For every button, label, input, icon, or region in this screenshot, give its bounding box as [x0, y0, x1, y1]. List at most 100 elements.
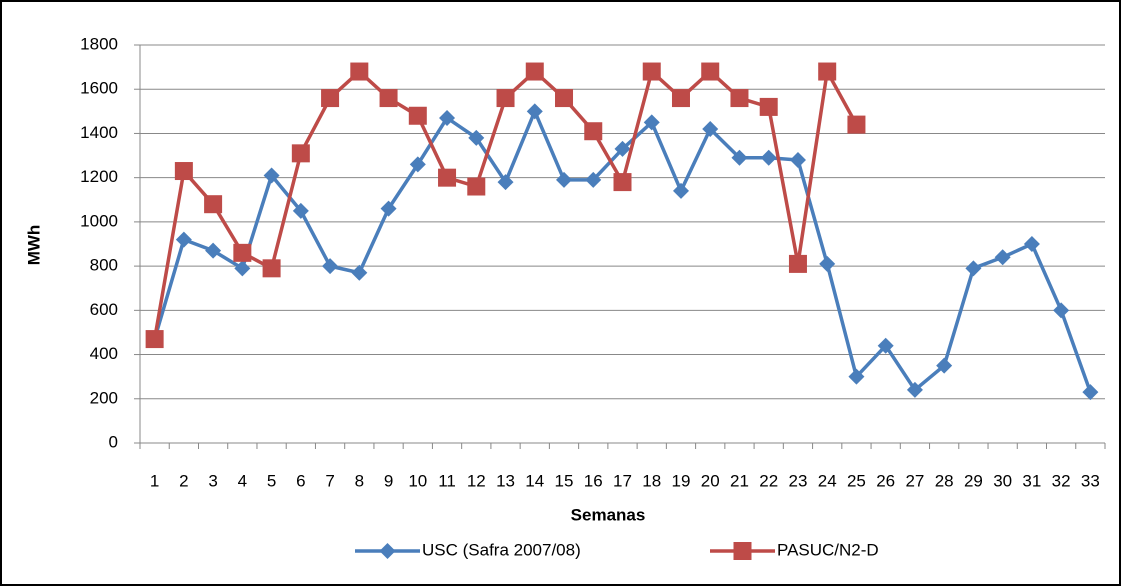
x-tick-label: 23 — [788, 471, 807, 490]
point — [526, 103, 543, 120]
point — [496, 89, 515, 108]
point — [847, 115, 866, 134]
legend-label: PASUC/N2-D — [777, 540, 879, 559]
y-axis-label: MWh — [24, 225, 43, 266]
x-tick-label: 17 — [613, 471, 632, 490]
x-tick-label: 7 — [325, 471, 334, 490]
point — [701, 62, 720, 81]
y-tick-label: 1000 — [80, 211, 118, 230]
x-tick-label: 8 — [355, 471, 364, 490]
point — [759, 97, 778, 116]
point — [642, 62, 661, 81]
point — [613, 173, 632, 192]
x-tick-label: 1 — [150, 471, 159, 490]
x-tick-label: 14 — [525, 471, 544, 490]
point — [380, 200, 397, 217]
x-tick-label: 11 — [438, 471, 456, 490]
y-tick-label: 1200 — [80, 167, 118, 186]
point — [788, 254, 807, 273]
x-tick-label: 5 — [267, 471, 276, 490]
x-tick-label: 32 — [1052, 471, 1071, 490]
x-tick-label: 25 — [847, 471, 866, 490]
point — [731, 149, 748, 166]
legend-label: USC (Safra 2007/08) — [422, 540, 581, 559]
y-tick-label: 200 — [90, 388, 118, 407]
point — [351, 264, 368, 281]
point — [263, 167, 280, 184]
point — [322, 258, 339, 275]
point — [321, 89, 340, 108]
x-tick-label: 10 — [408, 471, 427, 490]
point — [672, 182, 689, 199]
x-tick-label: 28 — [935, 471, 954, 490]
legend-marker — [733, 542, 752, 560]
point — [994, 249, 1011, 266]
x-tick-label: 33 — [1081, 471, 1100, 490]
x-tick-label: 16 — [584, 471, 603, 490]
x-tick-label: 15 — [555, 471, 574, 490]
point — [204, 195, 223, 214]
x-tick-label: 24 — [818, 471, 837, 490]
point — [467, 177, 486, 196]
point — [234, 260, 251, 277]
point — [262, 259, 281, 278]
x-tick-label: 6 — [296, 471, 305, 490]
point — [585, 171, 602, 188]
point — [702, 121, 719, 138]
point — [1082, 384, 1099, 401]
y-tick-label: 600 — [90, 300, 118, 319]
x-tick-label: 13 — [496, 471, 515, 490]
point — [819, 255, 836, 272]
y-tick-label: 1600 — [80, 79, 118, 98]
point — [1053, 302, 1070, 319]
x-tick-label: 12 — [467, 471, 486, 490]
legend-marker — [379, 543, 396, 559]
point — [408, 106, 427, 125]
point — [525, 62, 544, 81]
point — [730, 89, 749, 108]
point — [1023, 236, 1040, 252]
point — [818, 62, 837, 81]
x-tick-label: 20 — [701, 471, 720, 490]
point — [438, 168, 457, 187]
point — [584, 122, 603, 141]
point — [439, 109, 456, 126]
x-tick-label: 4 — [238, 471, 247, 490]
x-tick-label: 26 — [876, 471, 895, 490]
point — [555, 89, 574, 108]
point — [936, 357, 953, 374]
point — [175, 231, 192, 248]
x-tick-label: 27 — [905, 471, 924, 490]
point — [468, 129, 485, 146]
x-tick-label: 29 — [964, 471, 983, 490]
x-tick-label: 21 — [730, 471, 749, 490]
point — [497, 174, 514, 191]
point — [174, 162, 193, 181]
x-tick-label: 2 — [179, 471, 188, 490]
point — [965, 260, 982, 277]
y-tick-label: 0 — [109, 432, 118, 451]
point — [556, 171, 573, 188]
point — [292, 202, 309, 219]
y-tick-label: 1800 — [80, 34, 118, 53]
x-tick-label: 18 — [642, 471, 661, 490]
y-tick-label: 1400 — [80, 123, 118, 142]
y-tick-label: 800 — [90, 256, 118, 275]
point — [671, 89, 690, 108]
x-tick-label: 19 — [672, 471, 691, 490]
point — [291, 144, 310, 163]
x-tick-label: 22 — [759, 471, 778, 490]
x-tick-label: 31 — [1022, 471, 1041, 490]
point — [789, 151, 806, 168]
point — [379, 89, 398, 108]
point — [760, 149, 777, 166]
point — [643, 114, 660, 131]
point — [409, 156, 426, 173]
point — [877, 337, 894, 354]
x-tick-label: 30 — [993, 471, 1012, 490]
point — [848, 368, 865, 385]
point — [205, 242, 222, 259]
point — [350, 62, 369, 81]
point — [233, 243, 252, 262]
